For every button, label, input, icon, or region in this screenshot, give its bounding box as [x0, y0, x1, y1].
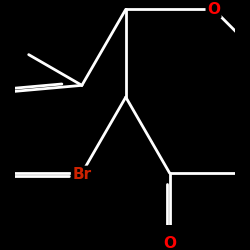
Text: Br: Br	[72, 167, 92, 182]
Text: O: O	[207, 2, 220, 17]
Text: O: O	[163, 236, 176, 250]
